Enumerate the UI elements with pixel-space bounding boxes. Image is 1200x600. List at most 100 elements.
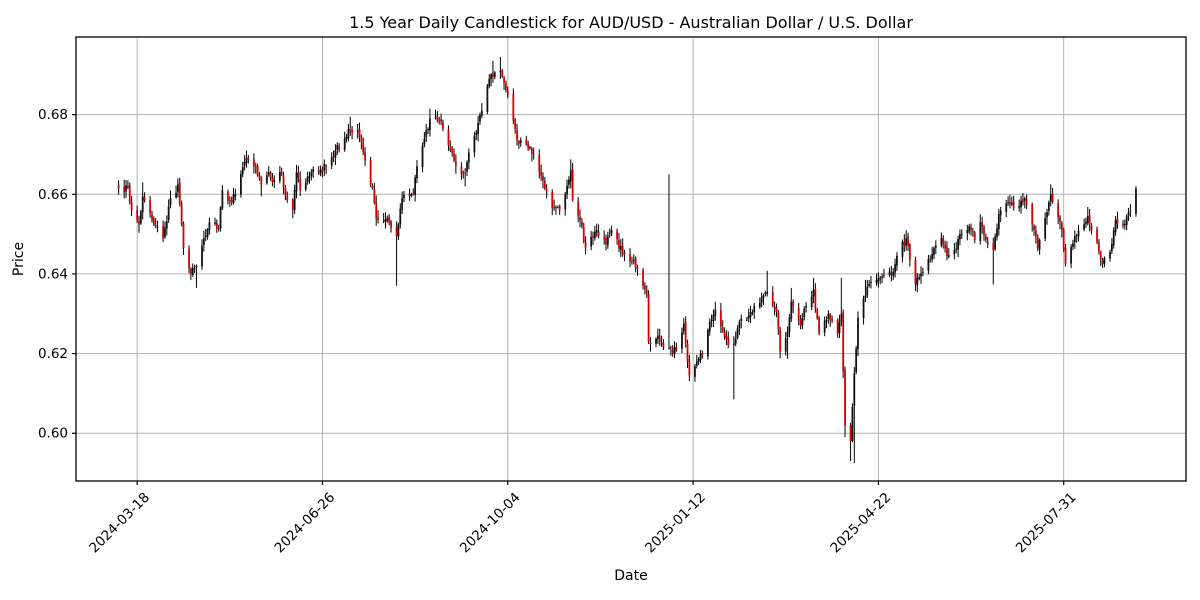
candle-body [1018,205,1021,208]
candle-body [221,190,224,209]
candle-body [616,231,618,240]
candle-body [399,208,402,224]
candle-body [892,271,895,277]
candle-body [530,148,533,154]
candle-body [425,130,428,138]
candle-body [416,166,418,179]
candle-body [671,349,674,353]
candle-body [883,274,885,276]
candle-body [825,320,828,322]
candle-body [454,161,457,167]
candle-body [191,267,194,276]
candle-body [117,185,120,189]
candle-body [219,207,222,229]
candle-body [291,199,294,211]
candle-body [382,219,385,222]
candle-body [164,227,166,237]
candle-body [230,200,233,203]
candle-body [632,260,635,262]
candle-body [332,156,335,158]
candle-body [669,347,672,349]
candle-body [362,142,365,153]
candle-body [842,312,845,372]
candle-body [714,309,717,316]
candle-body [762,295,765,298]
candle-body [204,235,207,238]
candle-body [1125,216,1128,226]
candle-body [319,170,322,174]
candle-body [773,306,776,309]
candle-body [369,159,372,186]
candle-body [968,226,971,232]
candle-body [480,110,483,116]
candle-body [953,250,956,255]
candle-body [165,221,168,229]
candle-body [618,240,620,249]
candle-body [580,221,583,227]
candle-body [662,343,665,348]
candle-body [1031,204,1034,225]
candle-body [1114,220,1117,232]
candle-body [619,245,622,250]
candle-body [606,236,609,246]
candle-body [564,194,567,210]
y-tick-label: 0.68 [38,107,68,123]
candle-body [592,236,594,238]
candle-body [1009,202,1011,204]
candle-body [397,223,400,237]
candle-body [608,235,611,237]
candle-body [944,244,946,249]
candle-body [1060,222,1063,231]
candle-body [336,144,339,150]
candle-body [1044,217,1047,239]
candle-body [862,298,865,319]
candle-body [801,318,804,326]
candle-body [427,128,429,130]
candle-body [840,313,843,323]
candle-body [493,72,496,77]
candle-body [330,157,333,166]
candle-body [577,201,580,216]
candle-body [545,188,548,192]
candle-body [838,322,841,334]
candle-body [1059,216,1061,222]
candle-body [152,218,155,225]
candle-body [453,153,455,161]
candle-body [584,242,587,249]
chart-title: 1.5 Year Daily Candlestick for AUD/USD -… [349,13,913,32]
candle-body [178,182,181,204]
candle-body [388,216,391,223]
candle-body [894,264,896,273]
candle-body [128,184,131,203]
candle-body [386,218,389,221]
candle-body [338,146,341,150]
candle-body [1085,221,1087,225]
candle-body [896,256,898,266]
candle-body [241,166,244,174]
candle-body [997,214,1000,230]
y-tick-labels: 0.60 0.62 0.64 0.66 0.68 [38,107,68,442]
candle-body [973,232,976,241]
candle-body [516,129,518,141]
candle-body [668,347,670,349]
candle-body [227,191,229,201]
candle-body [1047,202,1050,211]
candle-body [1020,200,1022,208]
candle-body [1064,248,1067,264]
candle-body [984,236,987,241]
candle-body [790,301,793,319]
candle-body [942,237,945,244]
candle-body [253,159,255,167]
candle-body [701,353,704,356]
candle-body [792,301,795,307]
candle-body [267,172,270,175]
candle-body [1123,224,1126,226]
candle-body [486,85,489,113]
candle-body [297,172,300,178]
candle-body [921,271,924,273]
candle-body [992,243,995,251]
candle-body [766,291,769,294]
candle-body [682,323,685,332]
candle-body [149,200,152,214]
candle-body [138,221,140,225]
